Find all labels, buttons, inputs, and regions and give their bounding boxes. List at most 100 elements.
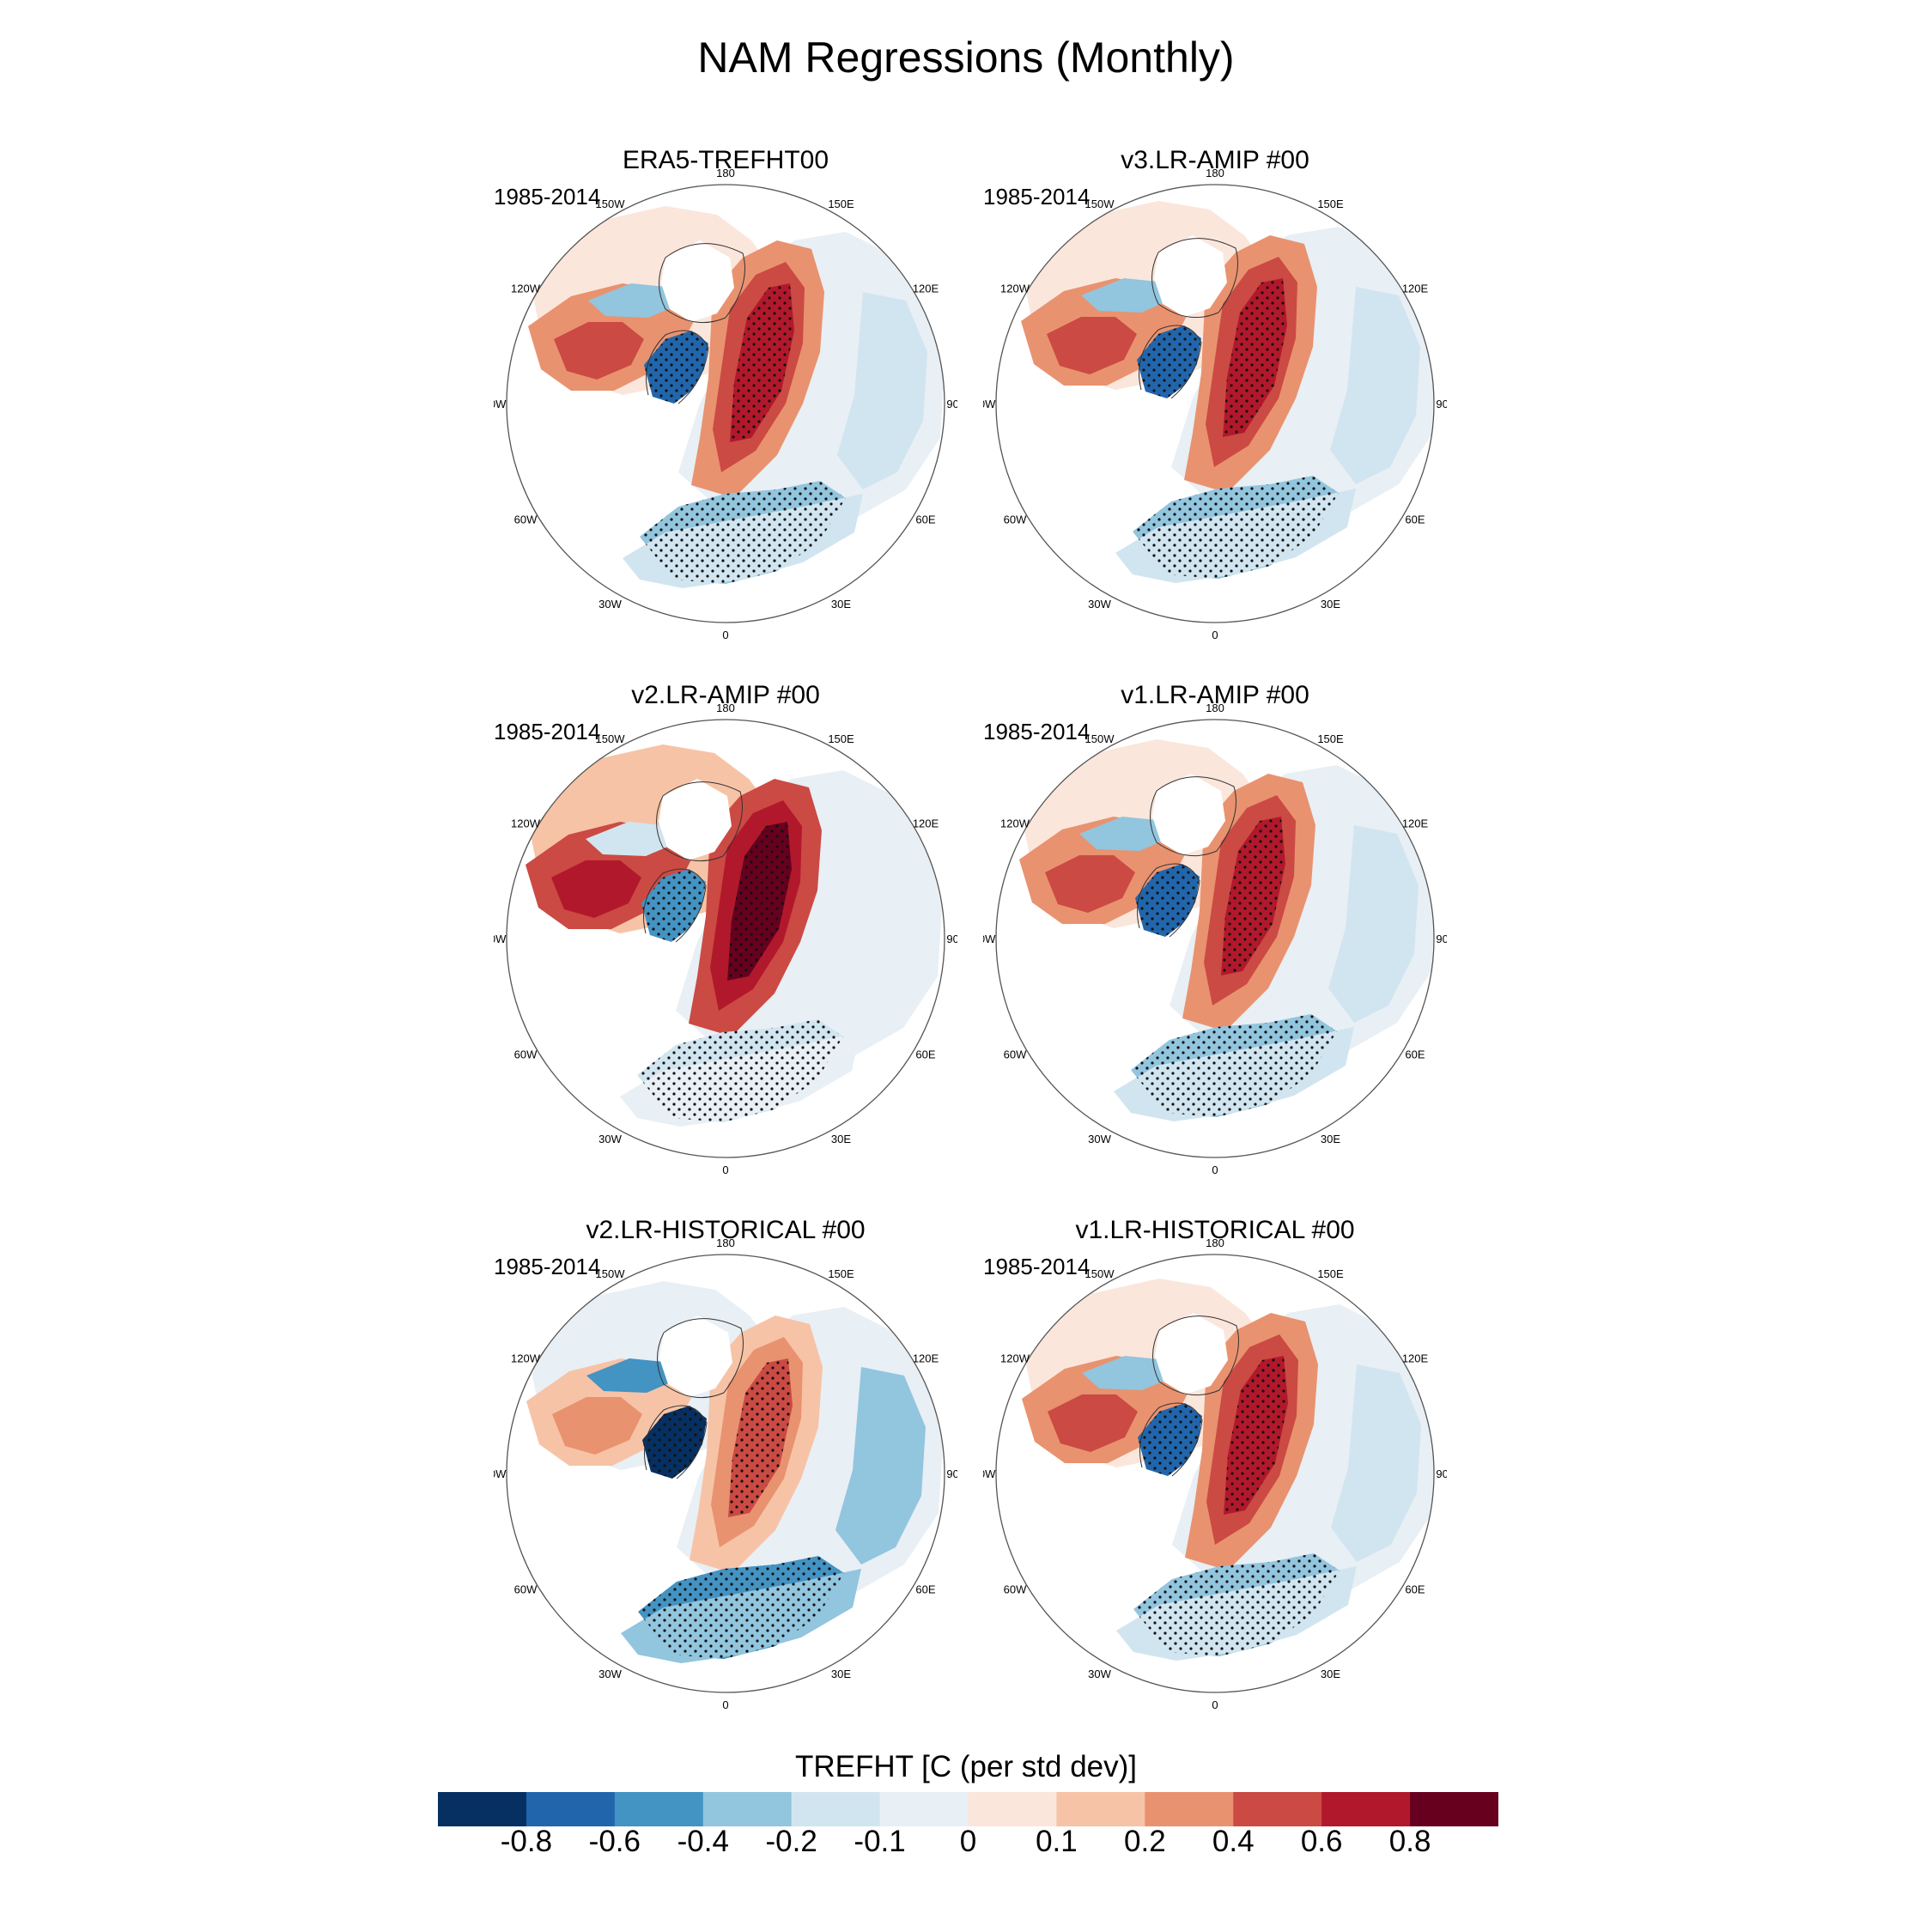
map-panel: 180 150E 120E 90E 60E 30E 0 30W 60W 90W 120W 150W v2… xyxy=(494,681,957,1176)
panel-title: v3.LR-AMIP #00 xyxy=(1121,146,1309,174)
stipple-greenland xyxy=(641,869,706,942)
longitude-label: 120W xyxy=(1000,1352,1030,1365)
longitude-label: 60E xyxy=(915,513,935,526)
longitude-label: 150W xyxy=(596,732,626,745)
coastline xyxy=(644,1405,708,1479)
colorbar-swatch xyxy=(526,1792,616,1826)
longitude-label: 120W xyxy=(1000,283,1030,295)
colorbar xyxy=(438,1792,1498,1826)
longitude-label: 30E xyxy=(1321,1668,1340,1680)
north-america-core xyxy=(1047,317,1137,374)
longitude-label: 180 xyxy=(716,167,735,179)
colorbar-swatch xyxy=(1233,1792,1322,1826)
stipple-mediterranean xyxy=(640,481,846,584)
longitude-label: 60E xyxy=(1405,1048,1425,1061)
longitude-label: 120E xyxy=(1402,817,1429,830)
stipple-greenland xyxy=(1137,325,1201,398)
longitude-label: 180 xyxy=(1206,1236,1224,1249)
longitude-label: 90W xyxy=(983,1467,996,1480)
longitude-label: 90W xyxy=(494,398,507,410)
longitude-label: 90E xyxy=(946,933,957,945)
longitude-label: 0 xyxy=(722,1163,728,1176)
coastline xyxy=(1139,1402,1203,1477)
longitude-label: 180 xyxy=(1206,702,1224,714)
panel-title: ERA5-TREFHT00 xyxy=(622,146,829,174)
north-america-core xyxy=(1045,855,1135,913)
canada-cold xyxy=(586,1358,677,1393)
map-boundary xyxy=(506,1254,945,1693)
arctic-ocean xyxy=(659,779,732,860)
colorbar-swatch xyxy=(1145,1792,1234,1826)
longitude-label: 90W xyxy=(983,933,996,945)
significance-stippling xyxy=(1131,817,1337,1117)
longitude-label: 120E xyxy=(913,1352,939,1365)
colorbar-swatch xyxy=(1410,1792,1498,1826)
longitude-label: 150E xyxy=(828,197,854,210)
longitude-label: 150E xyxy=(828,1267,854,1280)
panel-period: 1985-2014 xyxy=(494,1254,601,1279)
longitude-label: 90E xyxy=(946,398,957,410)
field-layer xyxy=(996,1255,1434,1692)
stipple-mediterranean xyxy=(1133,476,1339,579)
longitude-label: 30E xyxy=(831,598,851,611)
longitude-label: 60E xyxy=(915,1048,935,1061)
longitude-label: 90E xyxy=(946,1467,957,1480)
longitude-label: 150W xyxy=(1085,732,1115,745)
coastline xyxy=(1137,863,1200,938)
colorbar-swatch xyxy=(1321,1792,1411,1826)
longitude-label: 30E xyxy=(1321,598,1340,611)
colorbar-swatch xyxy=(968,1792,1057,1826)
longitude-label: 150W xyxy=(596,197,626,210)
east-asia-cool xyxy=(1330,287,1420,484)
longitude-label: 0 xyxy=(1212,1698,1218,1711)
longitude-label: 60E xyxy=(915,1583,935,1596)
longitude-label: 150E xyxy=(828,732,854,745)
longitude-label: 0 xyxy=(722,629,728,641)
longitude-label: 120W xyxy=(511,1352,541,1365)
figure-title: NAM Regressions (Monthly) xyxy=(697,33,1235,82)
coastline xyxy=(659,243,745,324)
east-asia-cool xyxy=(835,830,925,1028)
panel-title: v2.LR-HISTORICAL #00 xyxy=(586,1216,866,1244)
longitude-label: 150E xyxy=(1317,197,1344,210)
colorbar-tick-label: -0.6 xyxy=(588,1825,641,1858)
map-boundary xyxy=(995,184,1435,623)
polar-map: 180 150E 120E 90E 60E 30E 0 30W 60W 90W 120W 150W xyxy=(983,702,1447,1176)
polar-map: 180 150E 120E 90E 60E 30E 0 30W 60W 90W 120W 150W xyxy=(494,1236,957,1711)
canada-cold xyxy=(1082,1356,1172,1390)
colorbar-tick-label: 0 xyxy=(959,1825,977,1858)
coastline xyxy=(1139,325,1202,399)
north-america-core xyxy=(551,860,641,918)
arctic-ocean xyxy=(1154,235,1227,317)
colorbar-tick-label: 0.1 xyxy=(1036,1825,1078,1858)
colorbar-swatch xyxy=(614,1792,704,1826)
stipple-eurasia xyxy=(1224,1356,1288,1515)
longitude-label: 180 xyxy=(1206,167,1224,179)
longitude-label: 60W xyxy=(1004,1583,1027,1596)
longitude-label: 30E xyxy=(1321,1133,1340,1145)
colorbar-title: TREFHT [C (per std dev)] xyxy=(794,1750,1138,1783)
longitude-label: 30E xyxy=(831,1668,851,1680)
map-panel: 180 150E 120E 90E 60E 30E 0 30W 60W 90W 120W 150W v2… xyxy=(494,1216,957,1711)
longitude-label: 120E xyxy=(913,283,939,295)
longitude-label: 150W xyxy=(1085,1267,1115,1280)
map-panel: 180 150E 120E 90E 60E 30E 0 30W 60W 90W 120W 150W ER… xyxy=(494,146,957,641)
longitude-label: 90E xyxy=(1436,1467,1447,1480)
polar-map: 180 150E 120E 90E 60E 30E 0 30W 60W 90W 120W 150W xyxy=(983,167,1447,641)
panel-period: 1985-2014 xyxy=(494,184,601,210)
field-layer xyxy=(507,185,945,623)
longitude-label: 60W xyxy=(1004,513,1027,526)
longitude-label: 0 xyxy=(1212,629,1218,641)
colorbar-tick-label: -0.1 xyxy=(854,1825,906,1858)
longitude-label: 30W xyxy=(598,1668,622,1680)
polar-map: 180 150E 120E 90E 60E 30E 0 30W 60W 90W 120W 150W xyxy=(494,702,957,1176)
field-layer xyxy=(996,185,1434,623)
longitude-label: 60E xyxy=(1405,513,1425,526)
panel-title: v1.LR-AMIP #00 xyxy=(1121,681,1309,709)
longitude-label: 30W xyxy=(1088,598,1111,611)
longitude-label: 30W xyxy=(598,598,622,611)
longitude-label: 90E xyxy=(1436,933,1447,945)
significance-stippling xyxy=(1133,1356,1340,1656)
longitude-label: 60W xyxy=(1004,1048,1027,1061)
longitude-label: 0 xyxy=(1212,1163,1218,1176)
